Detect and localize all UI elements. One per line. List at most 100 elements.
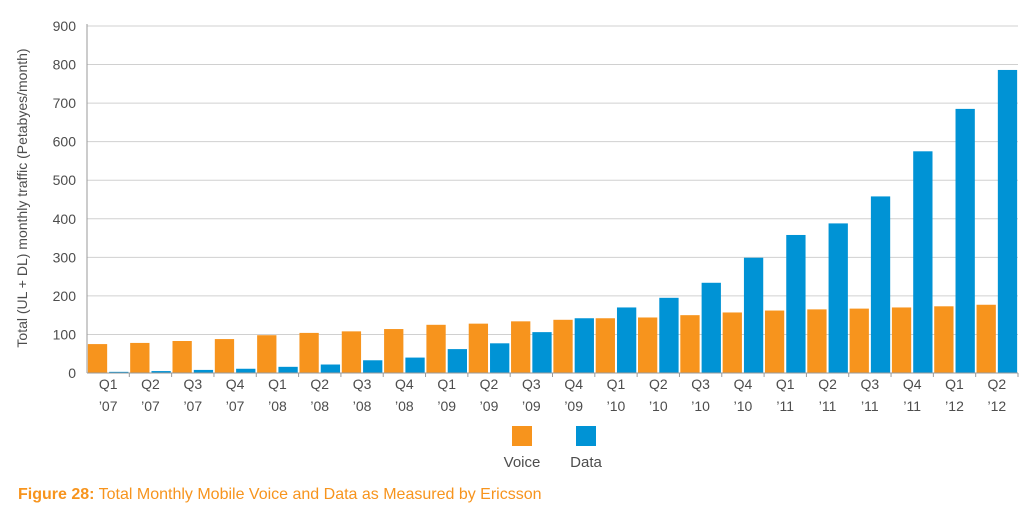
data-bar — [870, 196, 891, 373]
x-tick-label-year: ’07 — [141, 398, 160, 414]
legend: Voice Data — [504, 426, 602, 471]
x-tick-label-year: ’11 — [861, 398, 879, 414]
data-bar — [490, 343, 510, 373]
data-bar — [447, 349, 468, 373]
data-legend-label: Data — [570, 454, 602, 471]
y-tick-label: 300 — [53, 249, 77, 265]
y-tick-label: 800 — [53, 57, 77, 73]
x-tick-label-year: ’10 — [691, 398, 710, 414]
y-tick-label: 700 — [53, 95, 77, 111]
x-tick-label-year: ’07 — [183, 398, 202, 414]
data-bar — [786, 234, 806, 373]
voice-bar — [172, 340, 192, 373]
data-bar — [574, 318, 594, 373]
x-tick-label-quarter: Q2 — [649, 376, 668, 392]
x-tick-label-quarter: Q1 — [607, 376, 626, 392]
bars — [87, 69, 1018, 374]
x-tick-label-year: ’08 — [353, 398, 372, 414]
voice-bar — [426, 324, 446, 373]
data-bar — [828, 223, 848, 373]
x-tick-label-year: ’07 — [99, 398, 118, 414]
data-bar — [616, 307, 637, 373]
voice-bar — [553, 319, 573, 373]
voice-bar — [722, 312, 742, 373]
x-tick-label-quarter: Q3 — [522, 376, 541, 392]
data-bar — [659, 297, 679, 373]
x-tick-label-year: ’09 — [522, 398, 541, 414]
data-bar — [151, 371, 171, 373]
voice-legend-swatch — [512, 426, 532, 446]
voice-bar — [637, 317, 658, 373]
x-tick-label-quarter: Q2 — [987, 376, 1006, 392]
figure-caption: Figure 28: Total Monthly Mobile Voice an… — [18, 486, 542, 504]
x-tick-label-quarter: Q4 — [226, 376, 245, 392]
y-tick-label: 0 — [68, 365, 76, 381]
voice-bar — [934, 306, 954, 373]
y-tick-label: 200 — [53, 288, 77, 304]
caption-label: Figure 28: — [18, 486, 95, 503]
voice-bar — [87, 344, 108, 373]
voice-bar — [976, 304, 996, 373]
y-tick-label: 100 — [53, 326, 77, 342]
x-tick-label-year: ’07 — [226, 398, 245, 414]
x-tick-label-year: ’11 — [819, 398, 837, 414]
data-bar — [532, 332, 552, 373]
data-bar — [320, 364, 341, 373]
voice-bar — [384, 329, 404, 373]
x-tick-label-quarter: Q1 — [437, 376, 456, 392]
voice-bar — [341, 331, 362, 373]
x-tick-label-quarter: Q3 — [353, 376, 372, 392]
grid-lines — [87, 25, 1018, 335]
data-bar — [405, 357, 425, 373]
axes — [86, 24, 1019, 377]
y-tick-label: 900 — [53, 18, 77, 34]
x-tick-label-year: ’09 — [480, 398, 499, 414]
x-tick-label-quarter: Q4 — [395, 376, 414, 392]
x-tick-labels: Q1 ’07 Q2 ’07 Q3 ’07 Q4 ’07 Q1 ’08 Q2 ’08 Q3 ’08 Q4 ’08… — [99, 376, 1007, 414]
x-tick-label-quarter: Q1 — [268, 376, 287, 392]
voice-bar — [891, 307, 912, 373]
x-tick-label-year: ’10 — [607, 398, 626, 414]
voice-bar — [511, 321, 531, 373]
data-bar — [236, 368, 256, 373]
x-tick-label-quarter: Q1 — [945, 376, 964, 392]
x-tick-label-year: ’11 — [903, 398, 921, 414]
x-tick-label-quarter: Q2 — [480, 376, 499, 392]
data-bar — [193, 369, 214, 373]
x-tick-label-quarter: Q4 — [734, 376, 753, 392]
x-tick-label-quarter: Q1 — [776, 376, 795, 392]
voice-bar — [468, 323, 489, 373]
x-tick-label-year: ’08 — [268, 398, 287, 414]
x-tick-label-year: ’12 — [945, 398, 964, 414]
voice-bar — [764, 310, 785, 373]
voice-bar — [214, 339, 235, 373]
x-tick-label-year: ’08 — [395, 398, 414, 414]
x-tick-label-year: ’12 — [987, 398, 1006, 414]
voice-bar — [257, 335, 277, 373]
voice-bar — [680, 315, 700, 373]
x-tick-label-quarter: Q2 — [141, 376, 160, 392]
x-tick-label-quarter: Q4 — [564, 376, 583, 392]
data-bar — [278, 366, 298, 373]
data-bar — [109, 371, 129, 373]
x-tick-label-quarter: Q2 — [310, 376, 329, 392]
voice-bar — [849, 308, 869, 373]
voice-legend-label: Voice — [504, 454, 541, 471]
x-tick-label-quarter: Q2 — [818, 376, 837, 392]
y-tick-label: 600 — [53, 134, 77, 150]
data-bar — [913, 151, 933, 373]
voice-bar — [807, 309, 827, 373]
x-tick-label-quarter: Q3 — [861, 376, 880, 392]
data-bar — [363, 360, 383, 373]
x-tick-label-year: ’10 — [734, 398, 753, 414]
voice-bar — [595, 318, 615, 373]
x-tick-label-quarter: Q3 — [183, 376, 202, 392]
x-tick-label-year: ’11 — [776, 398, 794, 414]
voice-bar — [299, 332, 319, 373]
data-legend-swatch — [576, 426, 596, 446]
data-bar — [955, 108, 975, 374]
x-tick-label-year: ’09 — [564, 398, 583, 414]
x-tick-label-quarter: Q3 — [691, 376, 710, 392]
caption-text: Total Monthly Mobile Voice and Data as M… — [94, 486, 542, 503]
